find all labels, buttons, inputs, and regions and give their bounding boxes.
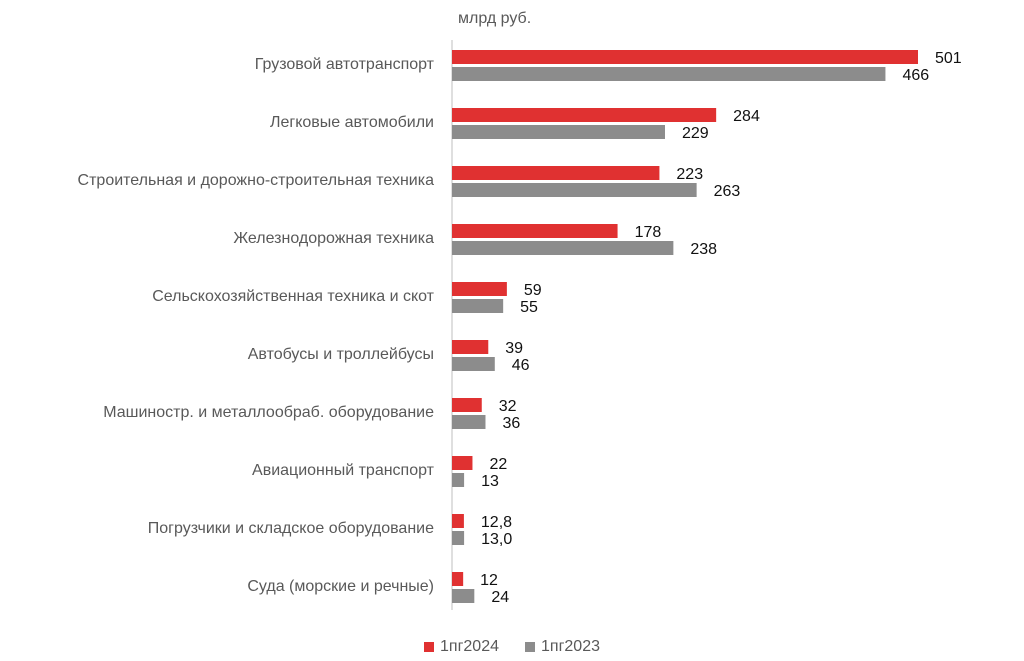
bar-series-1 (452, 572, 464, 586)
data-label-series-1: 59 (524, 282, 542, 299)
category-label: Погрузчики и складское оборудование (148, 520, 434, 537)
data-label-series-1: 22 (489, 456, 507, 473)
data-label-series-1: 501 (935, 50, 962, 67)
category-label: Строительная и дорожно-строительная техн… (78, 172, 435, 189)
data-label-series-2: 36 (502, 415, 520, 432)
legend-label-series-1: 1пг2024 (440, 638, 499, 655)
legend-label-series-2: 1пг2023 (541, 638, 600, 655)
legend-item-series-1: 1пг2024 (424, 638, 499, 656)
bar-series-1 (452, 108, 717, 122)
bar-series-1 (452, 50, 918, 64)
category-label: Авиационный транспорт (252, 462, 435, 479)
bar-series-1 (452, 166, 660, 180)
bar-series-1 (452, 514, 464, 528)
category-label: Суда (морские и речные) (247, 578, 434, 595)
data-label-series-1: 223 (676, 166, 703, 183)
bar-series-2 (452, 125, 666, 139)
category-label: Легковые автомобили (270, 114, 434, 131)
data-label-series-2: 13 (481, 473, 499, 490)
bar-series-2 (452, 67, 886, 81)
data-label-series-2: 55 (520, 299, 538, 316)
data-label-series-1: 32 (499, 398, 517, 415)
bar-series-1 (452, 224, 618, 238)
bar-series-1 (452, 282, 507, 296)
legend-swatch-series-2 (525, 642, 535, 652)
data-label-series-2: 229 (682, 125, 709, 142)
category-label: Сельскохозяйственная техника и скот (152, 288, 434, 305)
bar-series-2 (452, 531, 465, 545)
data-label-series-1: 178 (635, 224, 662, 241)
legend-swatch-series-1 (424, 642, 434, 652)
bar-series-2 (452, 183, 697, 197)
data-label-series-1: 284 (733, 108, 760, 125)
data-label-series-2: 24 (491, 589, 509, 606)
data-label-series-1: 12 (480, 572, 498, 589)
data-label-series-2: 13,0 (481, 531, 512, 548)
legend-item-series-2: 1пг2023 (525, 638, 600, 656)
category-label: Грузовой автотранспорт (255, 56, 435, 73)
data-label-series-2: 263 (714, 183, 741, 200)
category-label: Автобусы и троллейбусы (248, 346, 434, 363)
bar-series-2 (452, 473, 465, 487)
bar-series-1 (452, 456, 473, 470)
category-label: Железнодорожная техника (233, 230, 434, 247)
bar-series-2 (452, 299, 504, 313)
bar-series-2 (452, 415, 486, 429)
data-label-series-1: 39 (505, 340, 523, 357)
bar-series-2 (452, 357, 495, 371)
bar-series-1 (452, 398, 482, 412)
data-label-series-2: 238 (690, 241, 717, 258)
data-label-series-1: 12,8 (481, 514, 512, 531)
category-label: Машиностр. и металлообраб. оборудование (103, 404, 434, 421)
data-label-series-2: 466 (902, 67, 929, 84)
unit-label: млрд руб. (458, 10, 532, 27)
legend: 1пг2024 1пг2023 (0, 638, 1024, 656)
bar-series-2 (452, 241, 674, 255)
bar-series-1 (452, 340, 489, 354)
bar-series-2 (452, 589, 475, 603)
data-label-series-2: 46 (512, 357, 530, 374)
